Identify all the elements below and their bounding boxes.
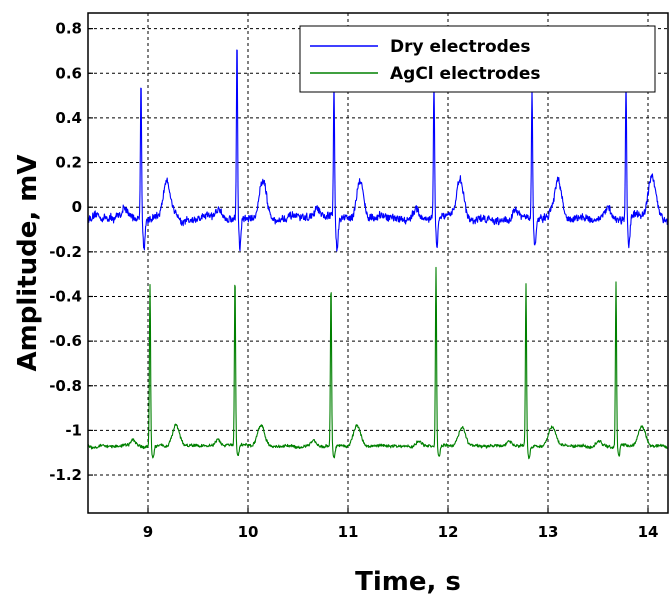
y-tick-label-9: -1: [65, 421, 82, 439]
x-axis-label: Time, s: [355, 567, 461, 597]
y-tick-label-3: 0.2: [55, 154, 82, 172]
legend-label-agcl: AgCl electrodes: [390, 64, 541, 84]
y-axis-label: Amplitude, mV: [13, 155, 43, 372]
series-line-agcl-electrodes: [88, 266, 668, 460]
series-line-dry-electrodes: [88, 49, 668, 252]
x-tick-label-5: 14: [638, 523, 659, 541]
x-axis-ticks: 9 10 11 12 13 14: [143, 508, 659, 541]
x-tick-label-2: 11: [338, 523, 359, 541]
legend-box: [299, 25, 656, 93]
x-tick-label-3: 12: [438, 523, 459, 541]
x-tick-label-4: 13: [538, 523, 559, 541]
legend-label-dry: Dry electrodes: [390, 37, 530, 57]
series-group: [88, 49, 668, 460]
y-tick-label-2: 0.4: [55, 109, 82, 127]
x-tick-label-1: 10: [238, 523, 259, 541]
y-tick-label-8: -0.8: [49, 377, 82, 395]
y-axis-ticks: 0.8 0.6 0.4 0.2 0 -0.2 -0.4 -0.6 -0.8 -1 -1.2: [49, 20, 93, 484]
x-tick-label-0: 9: [143, 523, 153, 541]
y-tick-label-1: 0.6: [55, 64, 82, 82]
y-tick-label-4: 0: [72, 198, 82, 216]
y-tick-label-0: 0.8: [55, 20, 82, 38]
y-tick-label-10: -1.2: [49, 466, 82, 484]
plot-area-frame: [87, 12, 669, 514]
y-tick-label-6: -0.4: [49, 287, 82, 305]
y-tick-label-7: -0.6: [49, 332, 82, 350]
legend: Dry electrodes AgCl electrodes: [299, 25, 656, 93]
y-tick-label-5: -0.2: [49, 243, 82, 261]
